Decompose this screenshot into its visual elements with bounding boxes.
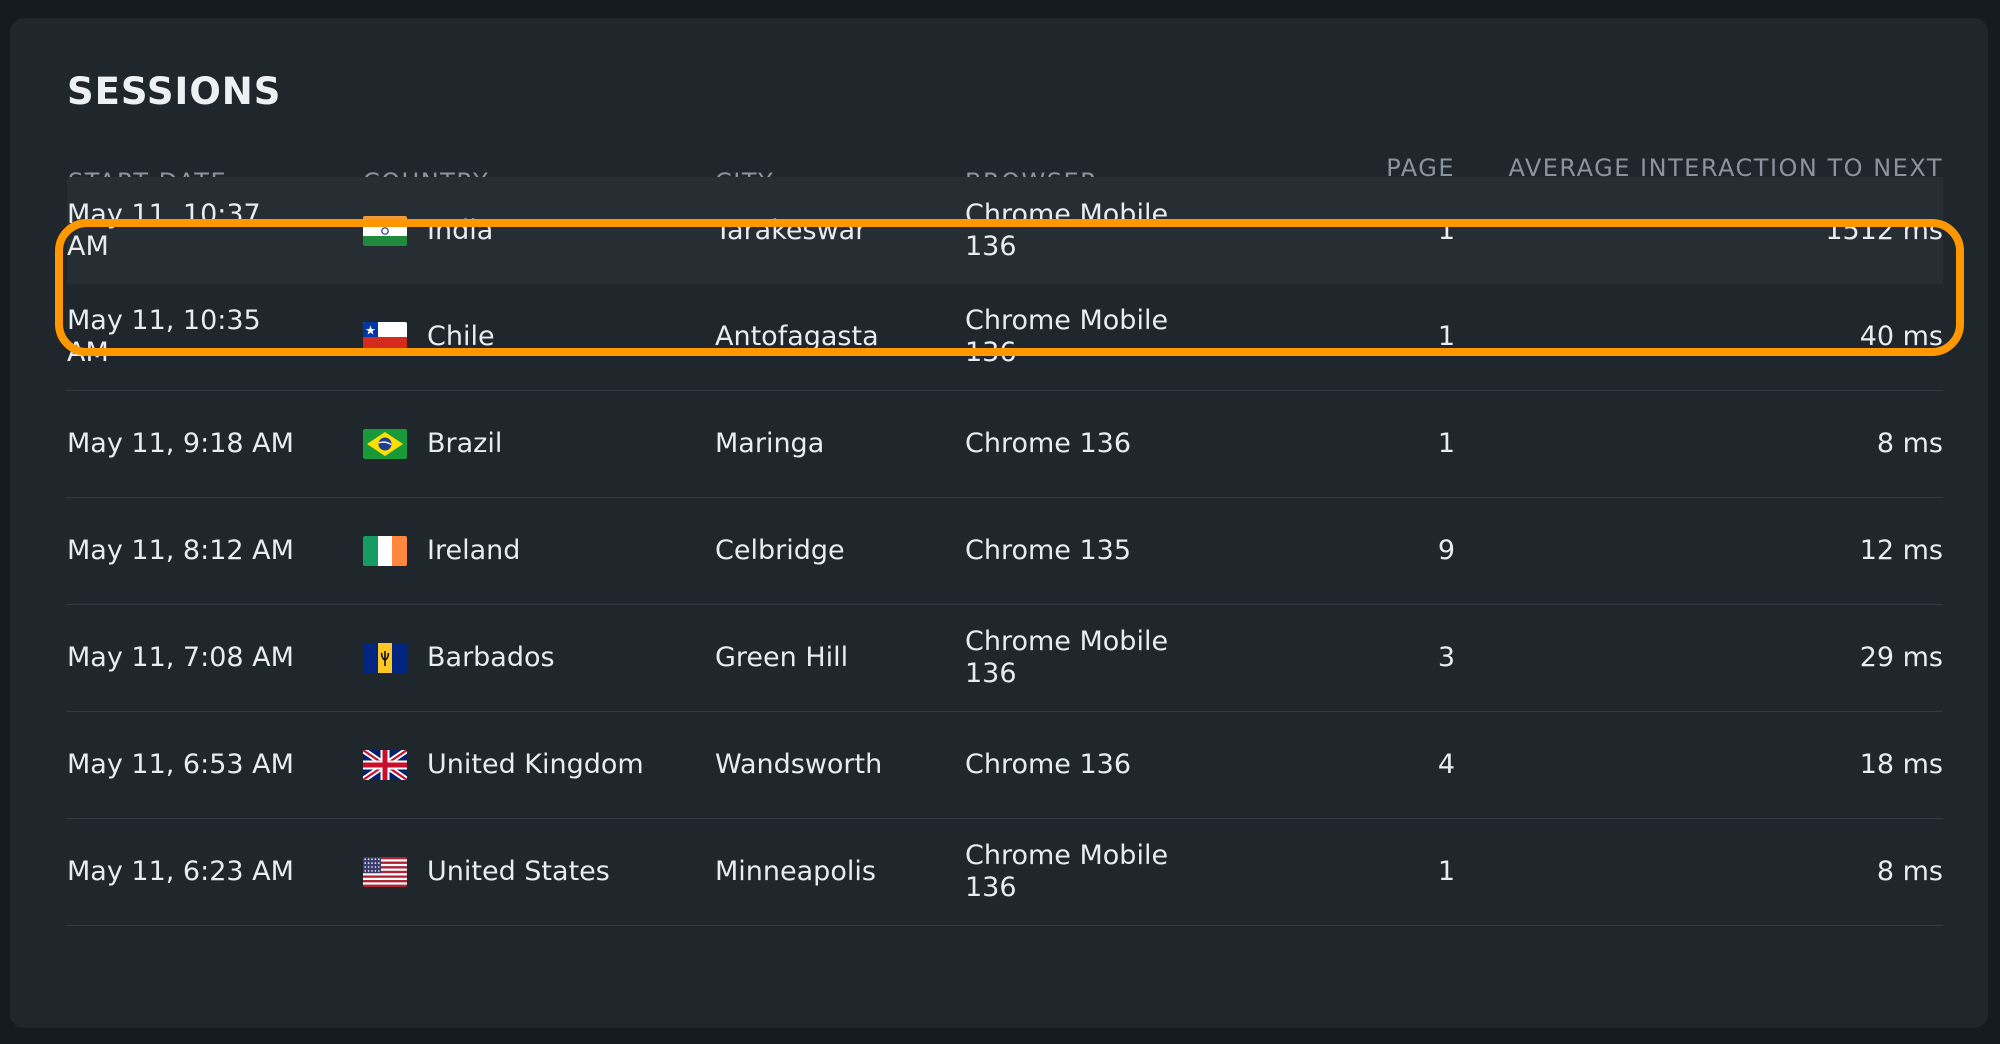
page-views-cell: 1	[1437, 321, 1455, 352]
sessions-panel: SESSIONS START DATE COUNTRY CITY BROWSER…	[10, 18, 1988, 1028]
browser-cell: Chrome Mobile 136	[965, 198, 1169, 262]
start-date-cell: May 11, 10:37 AM	[67, 198, 261, 262]
country-name: Ireland	[427, 535, 521, 566]
india-flag-icon	[363, 215, 407, 246]
country-cell: Barbados	[363, 605, 693, 711]
barbados-flag-icon	[363, 643, 407, 673]
inp-cell: 12 ms	[1859, 535, 1943, 566]
country-cell: Ireland	[363, 498, 693, 604]
country-name: Brazil	[427, 428, 503, 459]
inp-cell: 29 ms	[1859, 642, 1943, 673]
country-name: India	[427, 214, 494, 246]
page-title: SESSIONS	[67, 70, 282, 113]
start-date-cell: May 11, 6:23 AM	[67, 856, 294, 887]
table-row-6[interactable]: May 11, 6:53 AM United Kingdom Wandswort…	[67, 712, 1943, 819]
brazil-flag-icon	[363, 429, 407, 459]
country-name: United Kingdom	[427, 749, 644, 780]
inp-cell: 8 ms	[1876, 428, 1943, 459]
country-cell: Brazil	[363, 391, 693, 497]
page-views-cell: 4	[1437, 749, 1455, 780]
country-cell: United Kingdom	[363, 712, 693, 818]
table-row-7[interactable]: May 11, 6:23 AM United States Minneapoli…	[67, 819, 1943, 926]
browser-cell: Chrome Mobile 136	[965, 305, 1169, 368]
city-cell: Tarakeswar	[715, 214, 867, 246]
inp-cell: 18 ms	[1859, 749, 1943, 780]
page-views-cell: 1	[1437, 428, 1455, 459]
browser-cell: Chrome 136	[965, 749, 1132, 780]
country-name: Barbados	[427, 642, 555, 673]
city-cell: Wandsworth	[715, 749, 883, 780]
start-date-cell: May 11, 8:12 AM	[67, 535, 294, 566]
country-name: Chile	[427, 321, 495, 352]
page-views-cell: 9	[1437, 535, 1455, 566]
page-views-cell: 1	[1437, 856, 1455, 887]
inp-cell: 8 ms	[1876, 856, 1943, 887]
city-cell: Antofagasta	[715, 321, 879, 352]
table-row-5[interactable]: May 11, 7:08 AM Barbados Green Hill Chro…	[67, 605, 1943, 712]
us-flag-icon	[363, 857, 407, 887]
start-date-cell: May 11, 7:08 AM	[67, 642, 294, 673]
start-date-cell: May 11, 10:35 AM	[67, 305, 261, 368]
city-cell: Celbridge	[715, 535, 845, 566]
start-date-cell: May 11, 9:18 AM	[67, 428, 294, 459]
ireland-flag-icon	[363, 536, 407, 566]
page-views-cell: 1	[1437, 214, 1455, 246]
country-cell: United States	[363, 819, 693, 925]
uk-flag-icon	[363, 750, 407, 780]
country-name: United States	[427, 856, 610, 887]
browser-cell: Chrome 135	[965, 535, 1132, 566]
country-cell: India	[363, 177, 693, 284]
start-date-cell: May 11, 6:53 AM	[67, 749, 294, 780]
table-row-3[interactable]: May 11, 9:18 AM Brazil Maringa Chrome 13…	[67, 391, 1943, 498]
chile-flag-icon	[363, 322, 407, 352]
table-row-2[interactable]: May 11, 10:35 AM Chile Antofagasta Chrom…	[67, 284, 1943, 391]
city-cell: Maringa	[715, 428, 825, 459]
browser-cell: Chrome 136	[965, 428, 1132, 459]
inp-cell: 1512 ms	[1825, 214, 1943, 246]
city-cell: Green Hill	[715, 642, 849, 673]
browser-cell: Chrome Mobile 136	[965, 626, 1169, 689]
table-row-1[interactable]: May 11, 10:37 AM India Tarakeswar Chrome…	[67, 177, 1943, 284]
country-cell: Chile	[363, 284, 693, 390]
inp-cell: 40 ms	[1859, 321, 1943, 352]
browser-cell: Chrome Mobile 136	[965, 840, 1169, 903]
page-views-cell: 3	[1437, 642, 1455, 673]
city-cell: Minneapolis	[715, 856, 876, 887]
table-row-4[interactable]: May 11, 8:12 AM Ireland Celbridge Chrome…	[67, 498, 1943, 605]
